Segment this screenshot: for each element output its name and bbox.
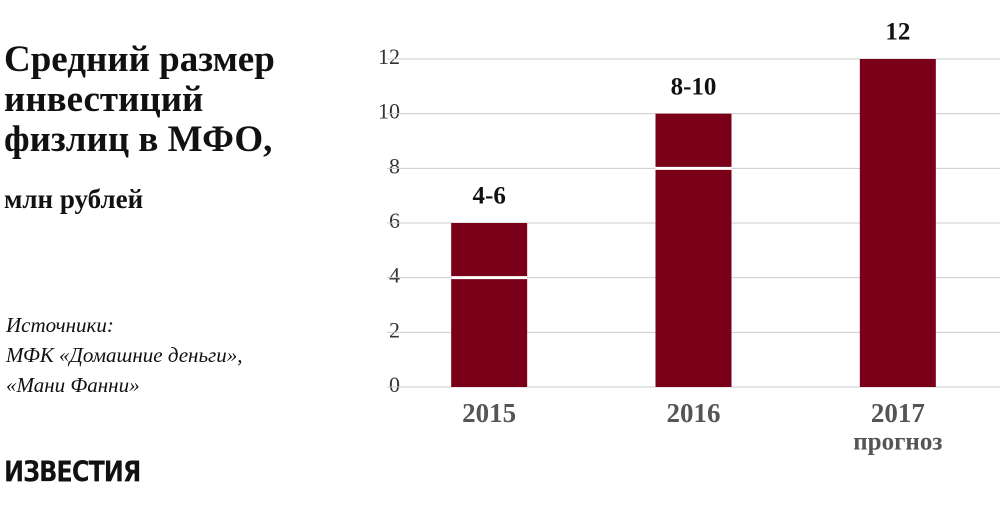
source: Источники: МФК «Домашние деньги», «Мани … [6, 310, 242, 400]
bar [655, 113, 732, 388]
source-line: «Мани Фанни» [6, 373, 140, 397]
value-label: 12 [885, 19, 910, 46]
y-tick-label: 2 [389, 317, 400, 342]
source-line: МФК «Домашние деньги», [6, 343, 243, 367]
y-tick-label: 8 [389, 153, 400, 178]
y-tick-label: 4 [389, 263, 400, 288]
bar [451, 223, 528, 387]
source-line: Источники: [6, 313, 114, 337]
x-tick-note: прогноз [853, 429, 942, 456]
y-tick-label: 10 [378, 99, 400, 124]
y-tick-label: 0 [389, 372, 400, 397]
bar [859, 59, 936, 387]
logo: ИЗВЕСТИЯ [4, 455, 141, 489]
value-label: 4-6 [473, 183, 506, 210]
value-label: 8-10 [671, 73, 717, 100]
x-tick-label: 2016 [667, 398, 721, 428]
y-tick-label: 12 [378, 44, 400, 69]
x-tick-label: 2017 [871, 398, 925, 428]
chart-subtitle: млн рублей [4, 184, 144, 214]
y-tick-label: 6 [389, 208, 400, 233]
chart-title: Средний размер инвестиций физлиц в МФО, [4, 39, 275, 160]
x-tick-label: 2015 [462, 398, 516, 428]
